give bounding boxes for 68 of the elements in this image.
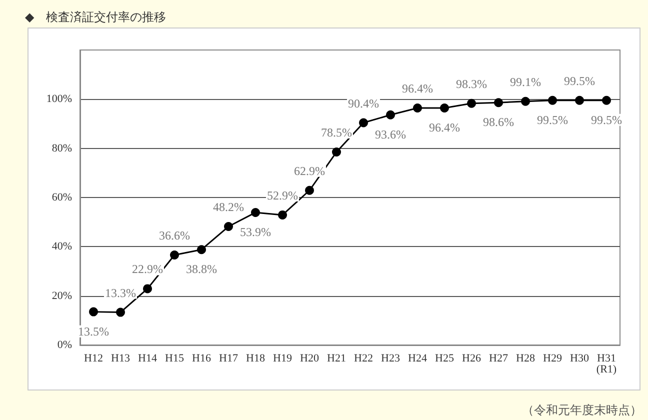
x-tick-label: H13: [111, 352, 130, 364]
point: [197, 245, 206, 254]
x-tick-label: H30: [570, 352, 590, 364]
point: [332, 148, 341, 157]
data-label: 99.5%: [564, 74, 595, 88]
point: [224, 222, 233, 232]
y-tick-label: 100%: [46, 93, 72, 106]
point: [359, 118, 368, 128]
data-label: 38.8%: [186, 262, 217, 276]
data-label: 96.4%: [402, 82, 433, 96]
point: [602, 96, 611, 105]
x-tick-label: H31 (R1): [596, 352, 617, 376]
data-label: 96.4%: [429, 120, 460, 135]
data-label: 13.3%: [105, 286, 136, 300]
text: （令和元年度末時点）: [522, 403, 642, 417]
data-label: 22.9%: [132, 262, 163, 276]
x-tick-label: H15: [165, 352, 184, 364]
y-tick-label: 20%: [52, 290, 72, 302]
point: [548, 96, 557, 105]
point: [89, 307, 98, 316]
point: [278, 210, 287, 220]
x-tick-label: H19: [273, 352, 292, 364]
point: [251, 208, 260, 217]
x-tick-label: H20: [300, 352, 320, 364]
data-label: 99.5%: [591, 112, 622, 127]
x-tick-label: H18: [246, 352, 266, 364]
x-tick-label: H28: [516, 352, 536, 364]
data-label: 98.3%: [456, 76, 487, 91]
x-tick-label: H26: [462, 352, 482, 364]
data-label: 98.6%: [483, 115, 514, 130]
data-label: 93.6%: [375, 127, 406, 142]
x-tick-label: H14: [138, 352, 158, 364]
point: [413, 104, 422, 113]
x-tick-label: H17: [219, 352, 238, 364]
point: [116, 308, 125, 317]
point: [170, 250, 179, 260]
y-tick-label: 40%: [52, 240, 72, 253]
data-label: 53.9%: [240, 224, 271, 239]
point: [521, 96, 530, 106]
data-label: 36.6%: [159, 228, 190, 243]
x-tick-label: H24: [408, 352, 428, 364]
x-tick-label: H16: [192, 352, 212, 364]
data-label: 62.9%: [294, 164, 325, 178]
x-tick-label: H12: [84, 352, 103, 364]
x-tick-label: H21: [327, 352, 346, 364]
point: [467, 98, 476, 108]
y-tick-label: 0%: [57, 339, 72, 351]
data-label: 48.2%: [213, 200, 244, 214]
x-tick-label: H22: [354, 352, 373, 364]
point: [386, 110, 395, 120]
data-label: 99.1%: [510, 74, 541, 89]
x-tick-label: H25: [435, 352, 454, 364]
point: [305, 186, 314, 195]
data-label: 90.4%: [348, 96, 379, 110]
data-label: 99.5%: [537, 112, 568, 127]
data-label: 78.5%: [321, 126, 352, 140]
data-label: 52.9%: [267, 188, 298, 202]
x-tick-label: H23: [381, 352, 400, 364]
data-label: 13.5%: [78, 324, 109, 338]
y-tick-label: 60%: [52, 192, 72, 204]
point: [494, 98, 503, 108]
x-tick-label: H27: [489, 352, 508, 364]
point: [440, 104, 449, 113]
chart-title: ◆ 検査済証交付率の推移: [25, 10, 166, 24]
x-tick-label: H29: [543, 352, 562, 364]
point: [143, 284, 152, 294]
point: [575, 96, 584, 105]
y-tick-label: 80%: [52, 142, 72, 154]
